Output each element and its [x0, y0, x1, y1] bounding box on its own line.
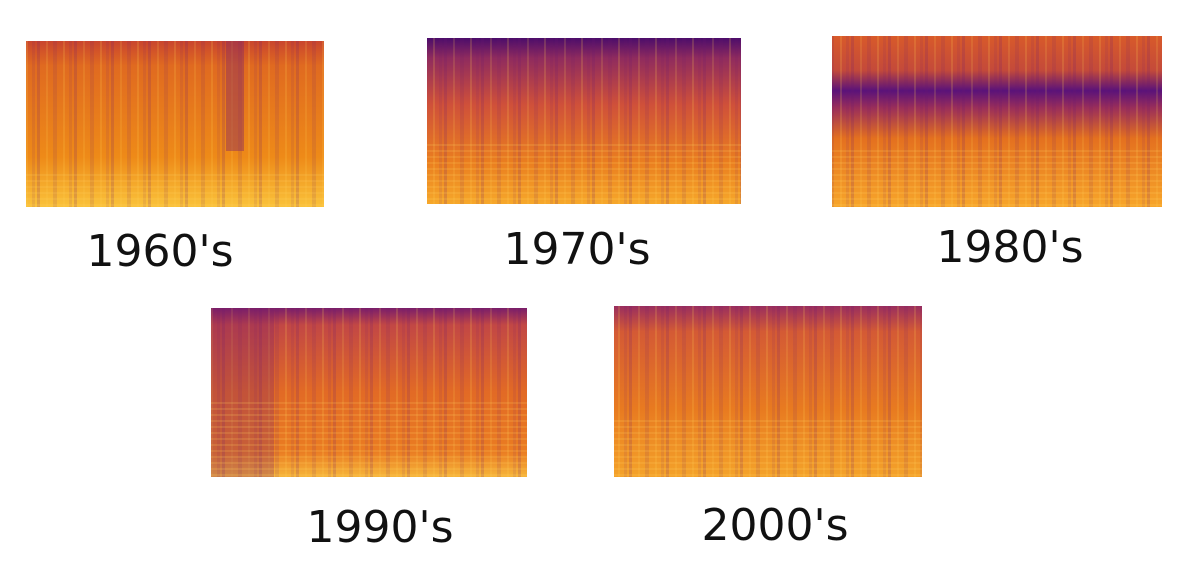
spectrogram	[211, 308, 527, 477]
spectrogram	[614, 306, 922, 477]
panel-label: 2000's	[702, 500, 849, 551]
panel-label: 1980's	[937, 222, 1084, 273]
spectrogram	[832, 36, 1162, 207]
panel-label: 1970's	[504, 224, 651, 275]
spectrogram	[26, 41, 324, 207]
panel-label: 1960's	[87, 226, 234, 277]
spectrogram	[427, 38, 741, 204]
panel-label: 1990's	[307, 502, 454, 553]
